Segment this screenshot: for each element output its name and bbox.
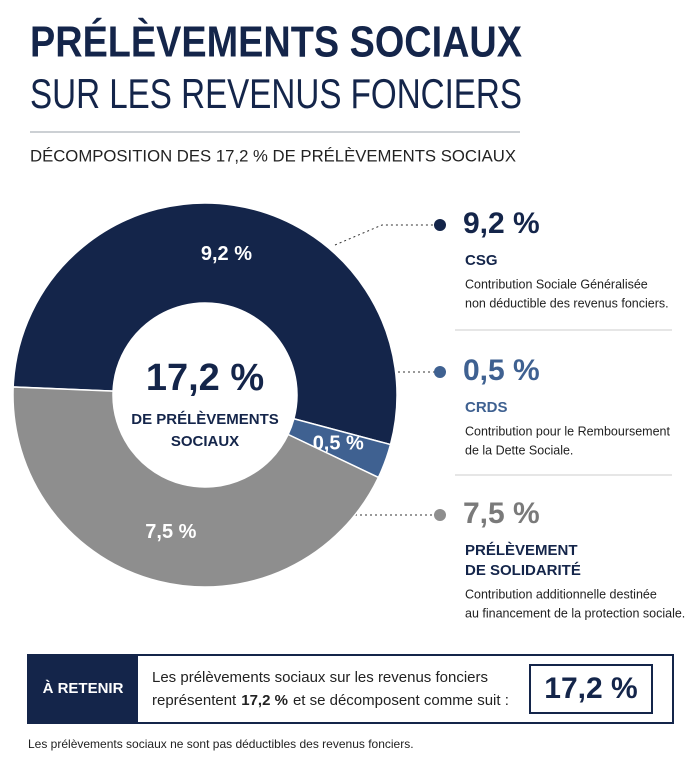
summary-label: À RETENIR (43, 680, 124, 697)
summary-label-box (28, 655, 138, 723)
data-label: 0,5 % (313, 432, 364, 454)
summary-line-1: Les prélèvements sociaux sur les revenus… (152, 669, 488, 686)
summary-total: 17,2 % (544, 672, 637, 705)
legend-description: Contribution Sociale Généralisée (465, 277, 648, 291)
footnote: Les prélèvements sociaux ne sont pas déd… (28, 737, 414, 751)
center-value: 17,2 % (146, 357, 264, 399)
summary-emphasis: 17,2 % (241, 692, 288, 709)
legend-name: CSG (465, 252, 498, 269)
legend-marker (434, 509, 446, 521)
data-label: 9,2 % (201, 243, 252, 265)
center-text: DE PRÉLÈVEMENTS (131, 411, 279, 428)
donut-segment (12, 386, 380, 588)
summary-text: et se décomposent comme suit : (293, 692, 509, 709)
legend-description: Contribution pour le Remboursement (465, 424, 670, 438)
subtitle: DÉCOMPOSITION DES 17,2 % DE PRÉLÈVEMENTS… (30, 146, 516, 165)
legend-name: CRDS (465, 399, 508, 416)
legend-description: de la Dette Sociale. (465, 443, 573, 457)
legend-value: 0,5 % (463, 354, 540, 387)
center-text: SOCIAUX (171, 433, 239, 450)
data-label: 7,5 % (145, 521, 196, 543)
legend-value: 9,2 % (463, 207, 540, 240)
legend-name-part: DE SOLIDARITÉ (465, 562, 581, 579)
title-line-2: SUR LES REVENUS FONCIERS (30, 70, 522, 117)
legend-description: au financement de la protection sociale. (465, 606, 685, 620)
legend-name-part: PRÉLÈVEMENT (465, 542, 578, 559)
legend-description: Contribution additionnelle destinée (465, 587, 657, 601)
legend-marker (434, 366, 446, 378)
legend-name: PRÉLÈVEMENT DE SOLIDARITÉ (465, 542, 581, 579)
summary-total-box (529, 664, 653, 714)
legend-description: non déductible des revenus fonciers. (465, 296, 669, 310)
legend-marker (434, 219, 446, 231)
summary-line-2: représentent 17,2 % et se décomposent comm… (152, 692, 509, 709)
donut-hole (113, 303, 297, 487)
leader-line (334, 224, 440, 246)
summary-text: représentent (152, 692, 237, 709)
title: PRÉLÈVEMENTS SOCIAUX (30, 17, 522, 67)
legend-value: 7,5 % (463, 497, 540, 530)
